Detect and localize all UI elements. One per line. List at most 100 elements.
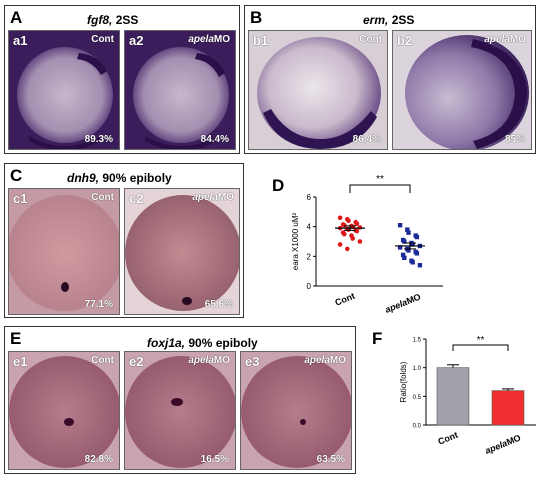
percentage: 85%	[504, 134, 525, 145]
condition-rest: MO	[213, 355, 230, 366]
percentage: 63.5%	[316, 454, 345, 465]
condition-label: Cont	[359, 34, 382, 45]
panel-label: C	[10, 166, 23, 185]
significance-label: **	[477, 335, 485, 346]
embryo-drawing	[125, 31, 235, 149]
percentage: 82.8%	[84, 454, 113, 465]
stage: 90% epiboly	[102, 171, 172, 185]
embryo-image: e1 Cont 82.8%	[8, 351, 120, 470]
y-tick-label: 0.0	[413, 424, 422, 430]
embryo-image: e2 apelaMO 16.5%	[124, 351, 236, 470]
data-point	[354, 228, 360, 234]
data-point	[406, 230, 411, 235]
stage: 2SS	[115, 13, 139, 27]
percentage: 89.3%	[84, 134, 113, 145]
panel-title: dnh9, 90% epiboly	[67, 172, 172, 184]
data-point	[410, 260, 415, 265]
y-axis-label: eara X1000 uM²	[291, 212, 300, 270]
sublabel: b2	[397, 33, 413, 48]
significance-bracket	[349, 184, 411, 193]
data-point	[414, 234, 420, 240]
chart-d: 0 2 4 6 eara X1000 uM² ** Cont apelaMO	[291, 174, 443, 315]
panel-b: B erm, 2SS b1 Cont 86.4%	[244, 5, 536, 154]
y-tick-label: 0.5	[413, 395, 422, 401]
data-point	[337, 242, 343, 247]
sublabel: c1	[13, 191, 28, 206]
data-point	[397, 245, 403, 250]
embryo-drawing	[9, 31, 119, 149]
data-point	[400, 252, 406, 258]
data-point	[410, 242, 415, 247]
data-point	[354, 221, 360, 226]
condition-italic: apela	[484, 34, 510, 45]
data-point	[406, 248, 411, 253]
sublabel: e3	[245, 354, 260, 369]
chart-f: 0.0 0.5 1.0 1.5 Ratio(folds) ** Cont apelaMO	[399, 335, 536, 456]
panel-title: erm, 2SS	[363, 14, 414, 26]
panel-e: E foxj1a, 90% epiboly e1 Cont 82.8% e2 a…	[4, 326, 356, 474]
significance-bracket	[452, 344, 509, 351]
embryo-drawing	[9, 352, 119, 469]
data-point	[350, 236, 355, 241]
condition-label: apelaMO	[304, 356, 346, 366]
embryo-drawing	[125, 189, 239, 314]
embryo-image: b2 apelaMO 85%	[392, 30, 532, 150]
condition-italic: apela	[188, 355, 214, 366]
sublabel: a2	[129, 33, 144, 48]
percentage: 86.4%	[352, 134, 381, 145]
embryo-image: b1 Cont 86.4%	[248, 30, 388, 150]
significance-label: **	[376, 174, 384, 185]
sublabel: e1	[13, 354, 28, 369]
y-tick-label: 4	[307, 223, 312, 232]
data-point	[345, 246, 350, 252]
x-tick-label: Cont	[436, 430, 459, 447]
embryo-drawing	[249, 31, 387, 149]
y-tick-label: 1.5	[413, 338, 422, 344]
x-tick-label: apelaMO	[384, 292, 423, 315]
panel-c: C dnh9, 90% epiboly c1 Cont 77.1%	[4, 163, 244, 318]
data-point	[337, 215, 343, 221]
condition-label: apelaMO	[188, 35, 230, 45]
embryo-image: a2 apelaMO 84.4%	[124, 30, 236, 150]
embryo-drawing	[9, 189, 119, 314]
stage: 2SS	[391, 13, 415, 27]
condition-label: Cont	[91, 192, 114, 203]
data-point	[357, 239, 363, 244]
gene-name: fgf8,	[87, 13, 113, 27]
gene-name: erm,	[363, 13, 389, 27]
panel-label: E	[10, 329, 22, 348]
stage: 90% epiboly	[188, 336, 258, 350]
y-axis-label: Ratio(folds)	[399, 361, 408, 402]
embryo-drawing	[241, 352, 351, 469]
embryo-image: c2 apelaMO 65.6%	[124, 188, 240, 315]
gene-name: dnh9,	[67, 171, 99, 185]
panel-title: foxj1a, 90% epiboly	[147, 337, 258, 349]
panel-label: A	[10, 8, 23, 27]
percentage: 84.4%	[200, 134, 229, 145]
data-point	[357, 225, 363, 230]
condition-label: apelaMO	[188, 356, 230, 366]
panel-label: B	[250, 8, 263, 27]
condition-italic: apela	[192, 192, 218, 203]
embryo-drawing	[125, 352, 235, 469]
data-point	[342, 231, 347, 237]
bar	[491, 390, 525, 426]
y-tick-label: 0	[307, 282, 312, 291]
panel-title: fgf8, 2SS	[87, 14, 138, 26]
data-point	[414, 251, 420, 256]
condition-rest: MO	[213, 34, 230, 45]
percentage: 16.5%	[200, 454, 229, 465]
y-tick-label: 6	[307, 193, 312, 202]
data-point	[417, 263, 423, 268]
condition-rest: MO	[217, 192, 234, 203]
percentage: 77.1%	[84, 299, 113, 310]
data-point	[402, 239, 407, 244]
bar	[436, 367, 470, 426]
y-tick-label: 2	[307, 252, 312, 261]
embryo-image: a1 Cont 89.3%	[8, 30, 120, 150]
data-point	[342, 222, 347, 228]
embryo-drawing	[393, 31, 531, 149]
data-point	[402, 255, 407, 261]
sublabel: a1	[13, 33, 28, 48]
data-point	[405, 227, 410, 232]
